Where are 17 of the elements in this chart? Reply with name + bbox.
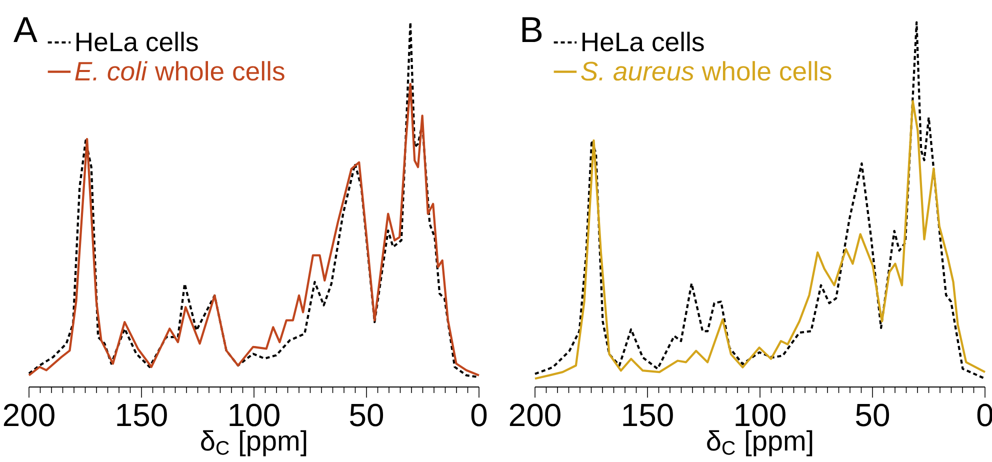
legend-label: E. coli whole cells bbox=[75, 61, 284, 81]
legend-label: S. aureus whole cells bbox=[581, 61, 832, 81]
legend-label: HeLa cells bbox=[582, 32, 704, 52]
x-tick-label: 200 bbox=[510, 404, 560, 426]
x-tick-label: 100 bbox=[230, 404, 280, 426]
x-tick-label: 150 bbox=[623, 404, 673, 426]
x-tick-label: 0 bbox=[471, 404, 487, 426]
x-tick-label: 50 bbox=[856, 404, 890, 426]
chart-title: B bbox=[522, 17, 542, 42]
x-tick-label: 50 bbox=[350, 404, 384, 426]
x-tick-label: 200 bbox=[4, 404, 54, 426]
x-tick-label: 150 bbox=[117, 404, 167, 426]
chart-title: A bbox=[14, 17, 38, 42]
x-axis-title: δ$_{C}$ [ppm] bbox=[201, 430, 306, 456]
x-tick-label: 100 bbox=[736, 404, 786, 426]
x-axis-title: δ$_{C}$ [ppm] bbox=[707, 430, 812, 456]
legend-label: HeLa cells bbox=[76, 32, 198, 52]
